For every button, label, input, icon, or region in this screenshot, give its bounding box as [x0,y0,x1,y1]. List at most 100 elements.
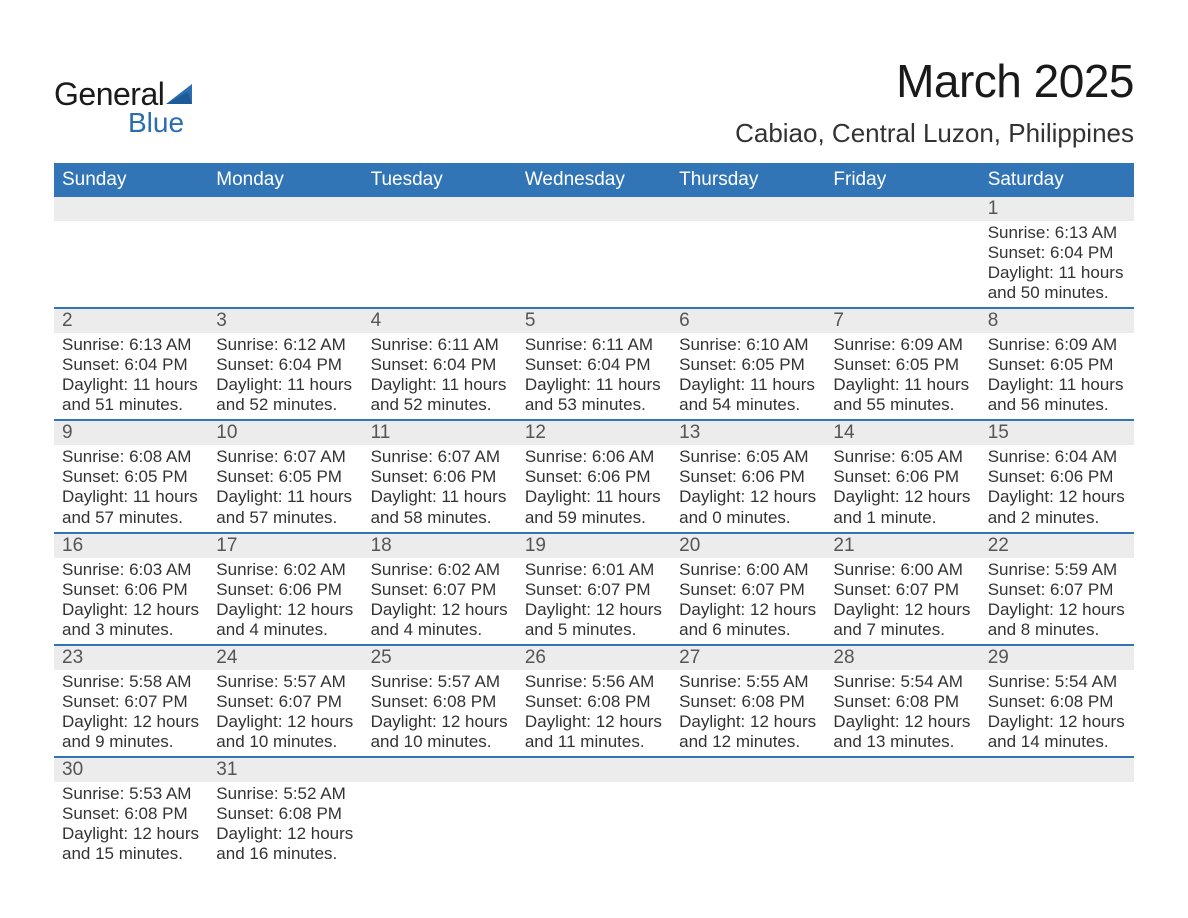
empty-spacer [675,223,821,301]
day-details: Sunrise: 5:56 AMSunset: 6:08 PMDaylight:… [521,672,667,752]
daylight-line: Daylight: 11 hours and 57 minutes. [216,487,358,527]
calendar-day-cell: 17Sunrise: 6:02 AMSunset: 6:06 PMDayligh… [208,534,362,644]
title-block: March 2025 Cabiao, Central Luzon, Philip… [735,54,1134,149]
day-number: 8 [980,309,1134,333]
daylight-line: Daylight: 12 hours and 10 minutes. [371,712,513,752]
calendar-day-cell: 21Sunrise: 6:00 AMSunset: 6:07 PMDayligh… [825,534,979,644]
day-details: Sunrise: 6:04 AMSunset: 6:06 PMDaylight:… [984,447,1130,527]
day-number: 9 [54,421,208,445]
sunrise-line: Sunrise: 5:57 AM [371,672,513,692]
calendar-empty-cell [363,758,517,868]
day-details: Sunrise: 6:11 AMSunset: 6:04 PMDaylight:… [367,335,513,415]
logo-text-blue: Blue [128,107,196,139]
weekday-header: Tuesday [363,163,517,197]
daylight-line: Daylight: 12 hours and 6 minutes. [679,600,821,640]
day-number: 11 [363,421,517,445]
calendar-day-cell: 8Sunrise: 6:09 AMSunset: 6:05 PMDaylight… [980,309,1134,419]
logo-sail-icon [166,82,196,109]
sunrise-line: Sunrise: 6:07 AM [216,447,358,467]
sunrise-line: Sunrise: 5:59 AM [988,560,1130,580]
empty-strip [980,758,1134,782]
sunrise-line: Sunrise: 5:54 AM [833,672,975,692]
calendar-day-cell: 28Sunrise: 5:54 AMSunset: 6:08 PMDayligh… [825,646,979,756]
sunrise-line: Sunrise: 6:11 AM [371,335,513,355]
day-number: 5 [517,309,671,333]
empty-spacer [829,223,975,301]
sunrise-line: Sunrise: 6:05 AM [679,447,821,467]
calendar-day-cell: 16Sunrise: 6:03 AMSunset: 6:06 PMDayligh… [54,534,208,644]
day-number: 13 [671,421,825,445]
calendar-day-cell: 20Sunrise: 6:00 AMSunset: 6:07 PMDayligh… [671,534,825,644]
sunrise-line: Sunrise: 6:10 AM [679,335,821,355]
calendar-empty-cell [825,758,979,868]
day-details: Sunrise: 6:08 AMSunset: 6:05 PMDaylight:… [58,447,204,527]
daylight-line: Daylight: 12 hours and 3 minutes. [62,600,204,640]
sunrise-line: Sunrise: 6:02 AM [371,560,513,580]
day-details: Sunrise: 5:58 AMSunset: 6:07 PMDaylight:… [58,672,204,752]
daylight-line: Daylight: 12 hours and 9 minutes. [62,712,204,752]
daylight-line: Daylight: 12 hours and 14 minutes. [988,712,1130,752]
calendar: SundayMondayTuesdayWednesdayThursdayFrid… [54,163,1134,868]
calendar-day-cell: 1Sunrise: 6:13 AMSunset: 6:04 PMDaylight… [980,197,1134,307]
day-number: 24 [208,646,362,670]
empty-spacer [212,223,358,301]
sunrise-line: Sunrise: 5:58 AM [62,672,204,692]
daylight-line: Daylight: 11 hours and 57 minutes. [62,487,204,527]
weekday-header: Sunday [54,163,208,197]
sunset-line: Sunset: 6:08 PM [62,804,204,824]
empty-strip [671,197,825,221]
empty-spacer [58,223,204,301]
sunrise-line: Sunrise: 6:00 AM [679,560,821,580]
daylight-line: Daylight: 11 hours and 52 minutes. [371,375,513,415]
daylight-line: Daylight: 11 hours and 58 minutes. [371,487,513,527]
sunrise-line: Sunrise: 5:57 AM [216,672,358,692]
sunset-line: Sunset: 6:08 PM [833,692,975,712]
sunrise-line: Sunrise: 5:56 AM [525,672,667,692]
daylight-line: Daylight: 12 hours and 2 minutes. [988,487,1130,527]
sunset-line: Sunset: 6:07 PM [833,580,975,600]
daylight-line: Daylight: 12 hours and 11 minutes. [525,712,667,752]
day-number: 12 [517,421,671,445]
daylight-line: Daylight: 12 hours and 0 minutes. [679,487,821,527]
sunset-line: Sunset: 6:06 PM [525,467,667,487]
calendar-day-cell: 23Sunrise: 5:58 AMSunset: 6:07 PMDayligh… [54,646,208,756]
daylight-line: Daylight: 11 hours and 51 minutes. [62,375,204,415]
day-number: 14 [825,421,979,445]
day-details: Sunrise: 6:02 AMSunset: 6:06 PMDaylight:… [212,560,358,640]
sunset-line: Sunset: 6:05 PM [62,467,204,487]
calendar-day-cell: 25Sunrise: 5:57 AMSunset: 6:08 PMDayligh… [363,646,517,756]
sunrise-line: Sunrise: 6:07 AM [371,447,513,467]
sunset-line: Sunset: 6:08 PM [216,804,358,824]
daylight-line: Daylight: 12 hours and 12 minutes. [679,712,821,752]
logo: General Blue [54,76,196,139]
calendar-day-cell: 26Sunrise: 5:56 AMSunset: 6:08 PMDayligh… [517,646,671,756]
calendar-day-cell: 31Sunrise: 5:52 AMSunset: 6:08 PMDayligh… [208,758,362,868]
empty-strip [363,758,517,782]
day-number: 28 [825,646,979,670]
header-row: General Blue March 2025 Cabiao, Central … [54,54,1134,149]
day-number: 31 [208,758,362,782]
daylight-line: Daylight: 11 hours and 50 minutes. [988,263,1130,303]
calendar-empty-cell [825,197,979,307]
daylight-line: Daylight: 12 hours and 8 minutes. [988,600,1130,640]
empty-spacer [521,223,667,301]
day-details: Sunrise: 6:12 AMSunset: 6:04 PMDaylight:… [212,335,358,415]
sunset-line: Sunset: 6:06 PM [988,467,1130,487]
calendar-day-cell: 29Sunrise: 5:54 AMSunset: 6:08 PMDayligh… [980,646,1134,756]
day-details: Sunrise: 6:05 AMSunset: 6:06 PMDaylight:… [675,447,821,527]
day-number: 10 [208,421,362,445]
empty-strip [54,197,208,221]
day-number: 6 [671,309,825,333]
daylight-line: Daylight: 11 hours and 55 minutes. [833,375,975,415]
empty-strip [825,197,979,221]
day-number: 29 [980,646,1134,670]
daylight-line: Daylight: 12 hours and 7 minutes. [833,600,975,640]
calendar-empty-cell [517,197,671,307]
daylight-line: Daylight: 11 hours and 53 minutes. [525,375,667,415]
sunrise-line: Sunrise: 6:05 AM [833,447,975,467]
daylight-line: Daylight: 12 hours and 4 minutes. [216,600,358,640]
sunset-line: Sunset: 6:05 PM [833,355,975,375]
calendar-week: 23Sunrise: 5:58 AMSunset: 6:07 PMDayligh… [54,644,1134,756]
day-details: Sunrise: 5:54 AMSunset: 6:08 PMDaylight:… [829,672,975,752]
day-number: 15 [980,421,1134,445]
